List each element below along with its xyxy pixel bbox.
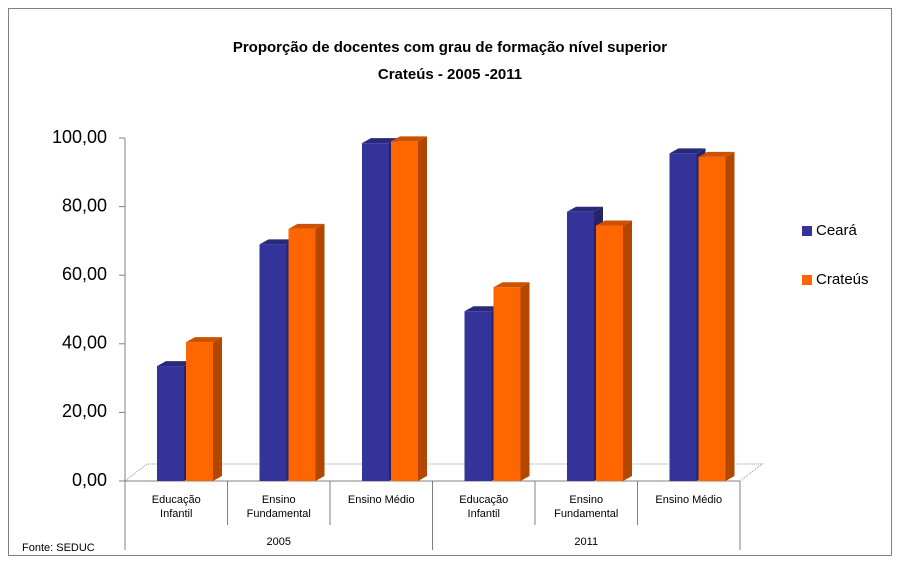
chart-border [8, 8, 892, 556]
x-tick-label: Ensino Médio [348, 494, 415, 506]
bar-top [698, 151, 735, 157]
source-note: Fonte: SEDUC [22, 542, 95, 554]
chart-subtitle: Crateús - 2005 -2011 [378, 66, 522, 83]
x-tick-label: Educação Infantil [459, 494, 508, 520]
bar-top [288, 223, 325, 229]
bar [391, 141, 418, 481]
bar-top [493, 282, 530, 288]
group-label: 2011 [574, 536, 598, 548]
bar [567, 211, 594, 481]
bar-side [213, 337, 222, 481]
legend-swatch [802, 226, 812, 236]
y-tick-label: 20,00 [62, 401, 107, 421]
bar [596, 225, 623, 481]
x-tick-label: Ensino Fundamental [247, 494, 311, 520]
bar-top [157, 361, 193, 367]
bar-top [391, 136, 427, 142]
bar-top [464, 306, 501, 312]
bar-top [669, 148, 706, 154]
bar [288, 228, 316, 481]
bar-side [725, 151, 735, 482]
bar-side [418, 136, 427, 481]
bar-top [259, 239, 296, 245]
bar [186, 342, 213, 481]
bar [493, 287, 521, 481]
bar [259, 244, 287, 481]
bar-side [623, 220, 632, 481]
bar [464, 311, 492, 481]
bar [362, 143, 389, 481]
bar-top [596, 220, 632, 226]
legend-label: Crateús [816, 271, 869, 288]
bar-top [567, 206, 603, 212]
x-tick-label: Ensino Médio [655, 494, 722, 506]
legend-swatch [802, 275, 812, 285]
x-tick-label: Ensino Fundamental [554, 494, 618, 520]
y-tick-label: 40,00 [62, 333, 107, 353]
x-tick-label: Educação Infantil [152, 494, 201, 520]
bar [698, 156, 726, 482]
bar-top [186, 337, 222, 343]
bar [157, 366, 184, 481]
bar [669, 153, 697, 481]
bar-side [520, 282, 530, 481]
y-tick-label: 100,00 [52, 127, 107, 147]
chart-title: Proporção de docentes com grau de formaç… [233, 39, 667, 56]
group-label: 2005 [267, 536, 291, 548]
y-tick-label: 60,00 [62, 264, 107, 284]
y-tick-label: 80,00 [62, 195, 107, 215]
bar-side [315, 223, 325, 481]
bar-top [362, 138, 398, 144]
legend-label: Ceará [816, 222, 858, 239]
y-tick-label: 0,00 [72, 470, 107, 490]
